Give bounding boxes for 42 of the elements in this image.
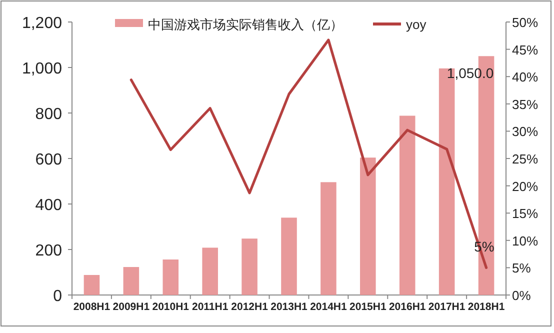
y2-tick-label: 0%	[512, 288, 532, 303]
y2-tick-label: 10%	[512, 233, 538, 248]
y2-tick-label: 30%	[512, 124, 538, 140]
y-tick-label: 800	[35, 106, 62, 123]
bar	[162, 260, 179, 295]
x-tick-label: 2012H1	[231, 301, 268, 313]
x-tick-label: 2014H1	[310, 301, 348, 313]
bar	[123, 267, 140, 295]
bar	[202, 248, 218, 295]
y-tick-label: 600	[35, 152, 62, 168]
y2-tick-label: 45%	[512, 42, 538, 58]
legend-label: yoy	[406, 17, 427, 32]
y2-tick-label: 50%	[512, 15, 538, 30]
y2-tick-label: 25%	[512, 152, 538, 166]
data-label: 1,050.0	[446, 65, 494, 82]
bar	[360, 158, 376, 295]
y-tick-label: 0	[53, 288, 62, 305]
x-tick-label: 2008H1	[73, 301, 110, 313]
x-tick-label: 2013H1	[270, 301, 308, 313]
x-tick-label: 2016H1	[388, 301, 426, 313]
y-tick-label: 1,200	[22, 15, 62, 32]
x-tick-label: 2018H1	[468, 301, 505, 313]
y-tick-label: 400	[35, 197, 62, 214]
x-tick-label: 2015H1	[350, 301, 386, 313]
y2-tick-label: 35%	[512, 96, 538, 112]
y-tick-label: 200	[35, 242, 62, 260]
y2-tick-label: 20%	[512, 178, 538, 194]
bar	[320, 182, 336, 295]
bar	[242, 238, 258, 295]
bar	[84, 274, 100, 295]
bar	[399, 116, 416, 295]
x-tick-label: 2011H1	[192, 301, 228, 313]
y2-tick-label: 40%	[512, 70, 538, 85]
x-tick-label: 2009H1	[112, 301, 150, 313]
x-tick-label: 2010H1	[152, 301, 190, 313]
y2-tick-label: 5%	[512, 260, 532, 276]
y2-tick-label: 15%	[512, 206, 538, 222]
data-label: 5%	[474, 238, 494, 255]
bar	[281, 218, 297, 295]
x-tick-label: 2017H1	[428, 301, 466, 313]
legend-label: 中国游戏市场实际销售收入（亿）	[148, 17, 343, 32]
y-tick-label: 1,000	[22, 60, 62, 78]
